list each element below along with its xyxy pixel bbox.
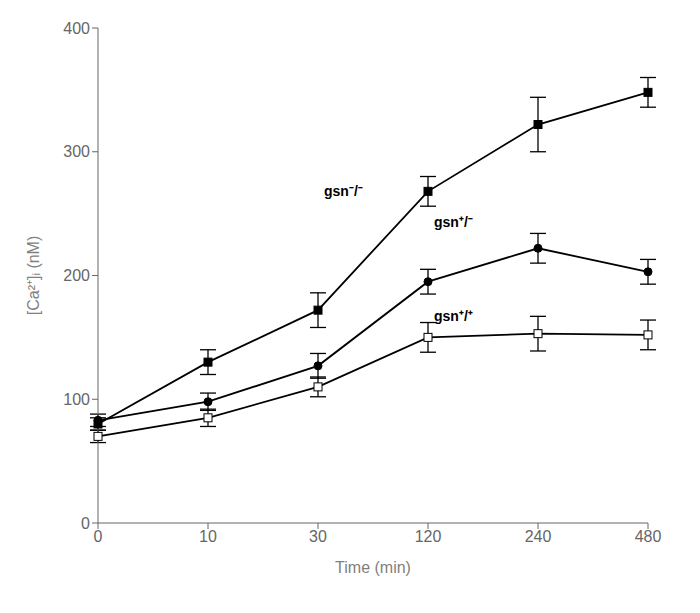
svg-text:Time (min): Time (min) (335, 559, 411, 576)
svg-text:gsn⁻/⁻: gsn⁻/⁻ (324, 183, 363, 199)
svg-text:120: 120 (415, 528, 442, 545)
svg-text:480: 480 (635, 528, 662, 545)
svg-text:100: 100 (63, 391, 90, 408)
svg-text:400: 400 (63, 20, 90, 37)
svg-text:240: 240 (525, 528, 552, 545)
svg-text:gsn⁺/⁻: gsn⁺/⁻ (434, 214, 473, 230)
svg-text:0: 0 (94, 528, 103, 545)
svg-text:gsn⁺/⁺: gsn⁺/⁺ (434, 308, 473, 324)
svg-text:10: 10 (199, 528, 217, 545)
svg-text:0: 0 (81, 515, 90, 532)
svg-text:200: 200 (63, 267, 90, 284)
svg-text:30: 30 (309, 528, 327, 545)
svg-text:[Ca²⁺]ᵢ (nM): [Ca²⁺]ᵢ (nM) (25, 236, 42, 316)
svg-text:300: 300 (63, 143, 90, 160)
